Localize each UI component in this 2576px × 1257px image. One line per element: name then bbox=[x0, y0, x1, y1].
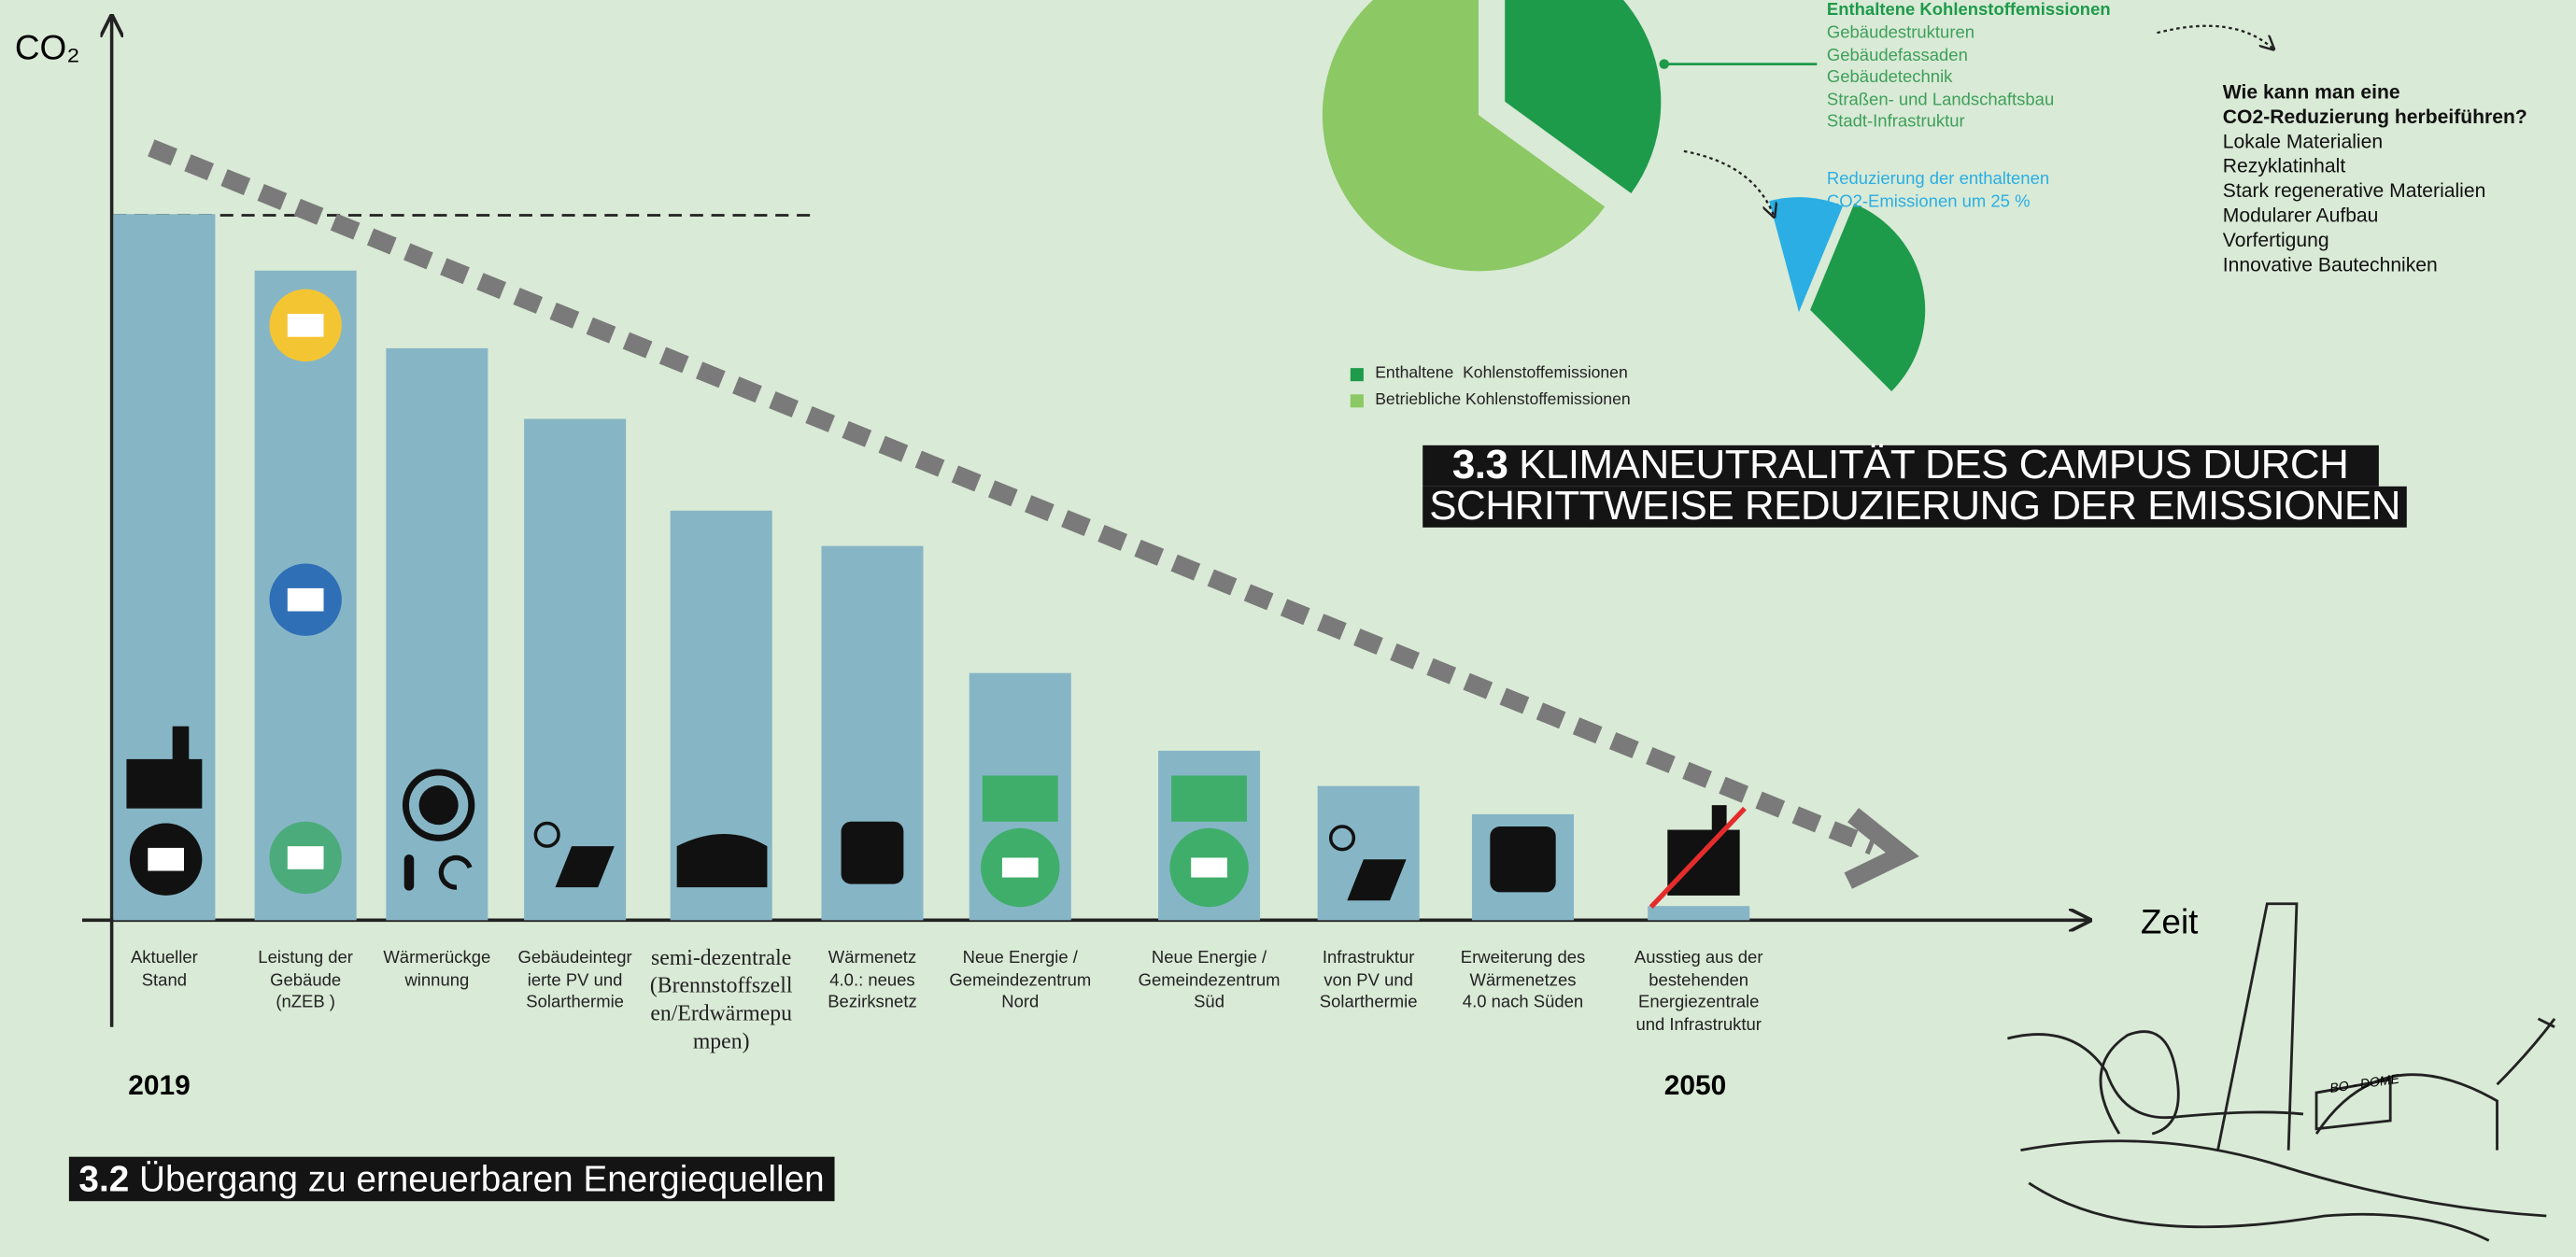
legend-label: Enthaltene Kohlenstoffemissionen bbox=[1375, 364, 1628, 383]
x-tick-label: Ausstieg aus der bestehenden Energiezent… bbox=[1634, 948, 1763, 1036]
legend-label: Betriebliche Kohlenstoffemissionen bbox=[1375, 390, 1631, 410]
dotted-arrow bbox=[1683, 149, 1775, 217]
legend-entry: Enthaltene Kohlenstoffemissionen bbox=[1350, 361, 1631, 388]
measures-question: Wie kann man eine CO2-Reduzierung herbei… bbox=[2222, 80, 2527, 129]
measure-item: Modularer Aufbau bbox=[2222, 204, 2379, 227]
x-tick-label: Wärmerückge winnung bbox=[383, 948, 491, 991]
x-tick-label: semi-dezentrale (Brennstoffszell en/Erdw… bbox=[649, 944, 793, 1053]
section-number: 3.2 bbox=[78, 1158, 130, 1200]
measure-item: Lokale Materialien bbox=[2222, 130, 2384, 153]
pie-title-line: SCHRITTWEISE REDUZIERUNG DER EMISSIONEN bbox=[1422, 486, 2408, 528]
bars bbox=[113, 214, 1750, 921]
measures-list: Lokale Materialien Rezyklatinhalt Stark re… bbox=[2223, 130, 2486, 277]
breakdown-item: Gebäudefassaden bbox=[1826, 45, 1968, 65]
x-tick-label: Gebäudeintegr ierte PV und Solarthermie bbox=[517, 948, 632, 1013]
measure-item: Rezyklatinhalt bbox=[2222, 154, 2346, 178]
pie-slice bbox=[1505, 0, 1662, 194]
sketch bbox=[2007, 902, 2556, 1242]
pie-title-number: 3.3 bbox=[1451, 442, 1508, 488]
legend-swatch bbox=[1350, 394, 1364, 408]
breakdown-list: Gebäudestrukturen Gebäudefassaden Gebäudet… bbox=[1827, 23, 2054, 134]
x-tick-label: Aktueller Stand bbox=[130, 948, 198, 991]
x-tick-label: Neue Energie / Gemeindezentrum Nord bbox=[949, 948, 1092, 1013]
bar bbox=[386, 347, 488, 921]
breakdown-item: Gebäudetechnik bbox=[1826, 67, 1953, 88]
y-axis-label: CO₂ bbox=[14, 29, 80, 68]
breakdown-item: Gebäudestrukturen bbox=[1826, 22, 1975, 43]
pie bbox=[1322, 0, 1926, 391]
measure-item: Vorfertigung bbox=[2222, 228, 2329, 252]
bar bbox=[524, 418, 627, 921]
pie-slice bbox=[1322, 0, 1606, 272]
x-axis-label: Zeit bbox=[2140, 903, 2199, 942]
reduction-label: Reduzierung der enthaltenen CO2-Emission… bbox=[1826, 169, 2050, 212]
breakdown-item: Straßen- und Landschaftsbau bbox=[1826, 89, 2055, 110]
measure-item: Innovative Bautechniken bbox=[2222, 252, 2438, 276]
reduction-slice bbox=[1769, 197, 1844, 313]
icons bbox=[126, 289, 1747, 910]
legend-entry: Betriebliche Kohlenstoffemissionen bbox=[1350, 388, 1631, 414]
breakdown-title: Enthaltene Kohlenstoffemissionen bbox=[1826, 0, 2111, 21]
x-tick-label: Erweiterung des Wärmenetzes 4.0 nach Süd… bbox=[1460, 948, 1586, 1013]
bar bbox=[113, 214, 216, 921]
x-tick-label: Leistung der Gebäude (nZEB ) bbox=[258, 948, 353, 1013]
x-tick-label: Wärmenetz 4.0.: neues Bezirksnetz bbox=[828, 948, 917, 1013]
measure-item: Stark regenerative Materialien bbox=[2222, 178, 2486, 203]
connector-dot bbox=[1659, 59, 1670, 69]
trend-arrowhead bbox=[1844, 808, 1919, 889]
bar bbox=[1648, 906, 1750, 921]
reduction-slice bbox=[1810, 204, 1926, 391]
section-title-text: Übergang zu erneuerbaren Energiequellen bbox=[139, 1158, 825, 1200]
section-title: 3.2 Übergang zu erneuerbaren Energiequel… bbox=[68, 1156, 835, 1202]
end-year: 2050 bbox=[1663, 1069, 1727, 1101]
legend-swatch bbox=[1350, 368, 1364, 382]
start-year: 2019 bbox=[128, 1069, 191, 1101]
dotted-arrow bbox=[2157, 24, 2273, 49]
legend: Enthaltene Kohlenstoffemissionen Betriebl… bbox=[1350, 361, 1631, 414]
trend-arrow bbox=[148, 139, 1876, 855]
pie-title-text: KLIMANEUTRALITÄT DES CAMPUS DURCH bbox=[1519, 442, 2349, 488]
x-tick-label: Neue Energie / Gemeindezentrum Süd bbox=[1138, 948, 1281, 1013]
breakdown-item: Stadt-Infrastruktur bbox=[1826, 111, 1965, 132]
x-tick-label: Infrastruktur von PV und Solarthermie bbox=[1319, 948, 1418, 1013]
pie-title-line: 3.3 KLIMANEUTRALITÄT DES CAMPUS DURCH bbox=[1422, 442, 2379, 488]
